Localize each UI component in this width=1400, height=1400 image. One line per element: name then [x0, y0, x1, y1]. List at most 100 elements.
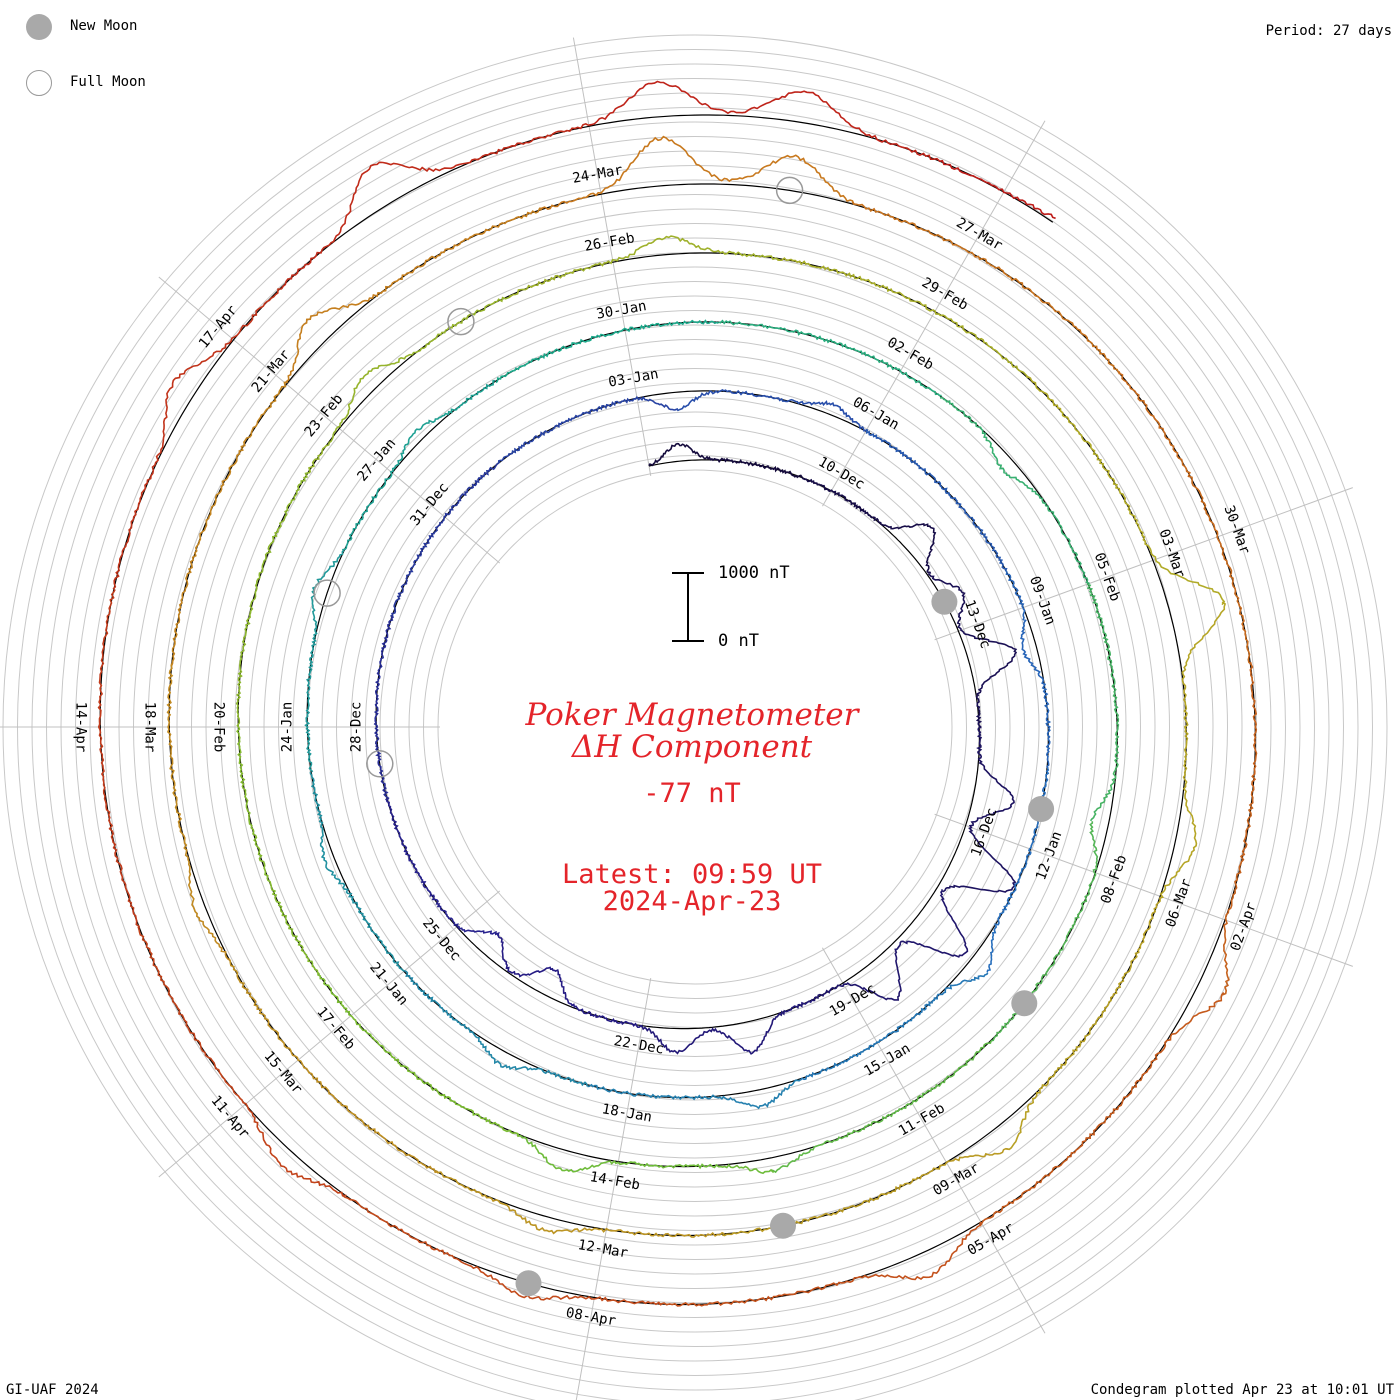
date-label: 14-Apr [72, 702, 88, 753]
scale-bar [672, 572, 704, 642]
date-label: 08-Apr [565, 1305, 618, 1330]
new-moon-marker [770, 1212, 796, 1239]
trace-segment [235, 724, 320, 975]
scale-bottom-label: 0 nT [718, 631, 759, 651]
date-label: 25-Dec [419, 915, 464, 964]
date-label: 19-Dec [827, 981, 879, 1020]
trace-segment [497, 395, 679, 464]
trace-segment [235, 470, 311, 728]
date-label: 30-Mar [1220, 503, 1252, 556]
trace-segment [1005, 570, 1052, 769]
trace-segment [304, 550, 345, 773]
date-label: 05-Apr [965, 1220, 1017, 1259]
date-label: 13-Dec [961, 598, 993, 651]
trace-segment [648, 442, 804, 479]
trace-segment [284, 207, 543, 384]
new-moon-marker [931, 588, 958, 615]
trace-segment [588, 80, 940, 162]
grid-spoke [575, 923, 661, 1400]
date-label: 30-Jan [595, 298, 648, 323]
date-label: 27-Jan [354, 435, 399, 484]
trace-segment [800, 972, 989, 1081]
chart-subtitle: ΔH Component [571, 729, 813, 765]
trace-segment [390, 461, 501, 617]
trace-segment [801, 477, 937, 574]
trace-segment [718, 319, 942, 397]
trace-segment [307, 294, 512, 474]
trace-segment [1158, 601, 1227, 900]
trace-segment [137, 926, 347, 1197]
date-label: 09-Mar [930, 1160, 982, 1199]
date-label: 03-Jan [607, 366, 660, 391]
date-label: 14-Feb [589, 1169, 642, 1194]
trace-segment [811, 889, 969, 1002]
date-label: 28-Dec [348, 702, 364, 753]
date-label: 18-Jan [601, 1101, 654, 1126]
trace-segment [495, 319, 719, 384]
date-label: 18-Mar [141, 702, 157, 753]
trace-segment [516, 1132, 775, 1175]
date-label: 24-Jan [279, 702, 295, 753]
trace-segment [342, 379, 496, 551]
date-label: 21-Jan [366, 960, 411, 1009]
full-moon-marker [447, 307, 475, 336]
trace-segment [979, 991, 1225, 1227]
date-label: 24-Mar [571, 162, 624, 187]
trace-segment [587, 1079, 802, 1110]
latest-time: Latest: 09:59 UT [561, 859, 823, 890]
trace-segment [317, 972, 519, 1138]
trace-segment [938, 159, 1056, 220]
trace-segment [851, 201, 1121, 375]
chart-title: Poker Magnetometer [525, 697, 859, 733]
trace-segment [385, 798, 500, 937]
full-moon-icon [26, 70, 52, 96]
trace-segment [1005, 896, 1162, 1151]
new-moon-marker [515, 1270, 542, 1297]
legend-full-moon-label: Full Moon [70, 74, 146, 90]
trace-segment [1086, 583, 1120, 822]
grid-spoke [882, 794, 1353, 967]
trace-segment [1222, 661, 1258, 996]
trace-segment [170, 381, 288, 667]
scale-top-label: 1000 nT [718, 563, 790, 583]
trace-segment [722, 1147, 1010, 1237]
footer-credit: GI-UAF 2024 [6, 1382, 99, 1398]
period-label: Period: 27 days [1265, 23, 1392, 39]
trace-segment [939, 396, 1090, 585]
trace-segment [865, 429, 1008, 572]
trace-segment [640, 998, 814, 1055]
new-moon-marker [1028, 796, 1055, 822]
date-label: 17-Feb [313, 1004, 358, 1053]
date-label: 16-Dec [968, 806, 1000, 859]
trace-segment [509, 235, 780, 298]
trace-segment [373, 614, 395, 801]
new-moon-icon [26, 14, 52, 40]
grid-spoke [158, 855, 543, 1178]
date-label: 20-Feb [210, 702, 226, 753]
trace-segment [1118, 370, 1253, 666]
grid-layer [0, 34, 1388, 1400]
trace-segment [342, 1194, 662, 1306]
trace-segment [942, 726, 1017, 893]
grid-spoke [158, 276, 543, 599]
date-label: 12-Mar [577, 1237, 630, 1262]
trace-segment [539, 135, 855, 211]
trace-segment [675, 388, 869, 432]
grid-spoke [572, 37, 661, 531]
trace-segment [112, 288, 282, 590]
full-moon-marker [313, 579, 341, 607]
legend-new-moon-label: New Moon [70, 18, 138, 34]
new-moon-marker [1011, 990, 1038, 1017]
trace-segment [97, 589, 140, 930]
grid-spoke [794, 120, 1046, 555]
date-label: 23-Feb [302, 391, 347, 440]
trace-segment [1025, 375, 1226, 606]
trace-segment [927, 572, 1018, 729]
grid-spoke [794, 899, 1046, 1334]
trace-segment [777, 257, 1029, 379]
trace-segment [496, 933, 643, 1028]
current-value: -77 nT [643, 778, 741, 809]
trace-segment [280, 123, 590, 290]
center-mask [440, 472, 950, 982]
